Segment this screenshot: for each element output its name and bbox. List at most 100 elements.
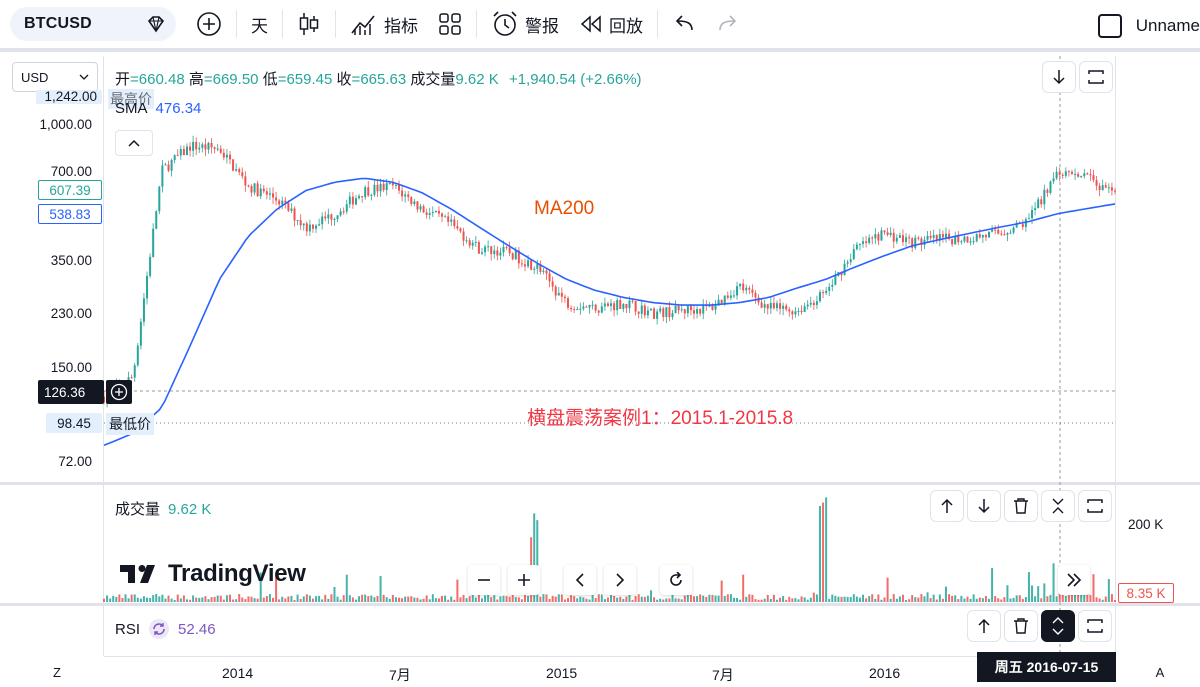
interval-button[interactable]: 天 [241, 6, 278, 42]
candle-body [966, 236, 969, 243]
volume-bar [932, 594, 935, 602]
price-tick: 350.00 [50, 253, 92, 268]
volume-bar [539, 596, 542, 602]
candle-body [262, 188, 265, 192]
move-pane-up-button[interactable] [930, 490, 964, 522]
case-annotation[interactable]: 横盘震荡案例1：2015.1-2015.8 [527, 408, 794, 429]
volume-bar [794, 598, 797, 602]
volume-bar [480, 598, 483, 602]
toolbar-divider [282, 10, 283, 38]
maximize-pane-button[interactable] [1078, 610, 1112, 642]
candle-body [791, 311, 794, 315]
alert-button[interactable]: 警报 [481, 6, 569, 42]
candle-body [579, 308, 582, 310]
scroll-down-button[interactable] [1042, 61, 1076, 93]
layout-name[interactable]: Unname [1135, 16, 1200, 35]
templates-button[interactable] [428, 6, 472, 42]
volume-bar [462, 594, 465, 602]
candle-body [167, 164, 170, 171]
volume-bar [413, 597, 416, 602]
volume-bar [281, 596, 284, 602]
add-symbol-button[interactable] [186, 6, 232, 42]
candle-body [972, 241, 975, 243]
delete-pane-button[interactable] [1004, 490, 1038, 522]
volume-bar [732, 597, 735, 602]
layout-checkbox[interactable] [1097, 14, 1122, 38]
volume-bar [858, 597, 861, 602]
candle-body [960, 241, 963, 243]
volume-bar [385, 597, 388, 602]
chevron-up-icon [128, 139, 140, 147]
redo-button[interactable] [706, 6, 750, 42]
tradingview-logo[interactable]: TradingView [120, 560, 306, 588]
collapse-pane-button[interactable] [1041, 490, 1075, 522]
volume-bar [155, 594, 158, 602]
candle-body [880, 230, 883, 241]
pane-separator[interactable] [0, 482, 1200, 485]
candle-body [926, 235, 929, 240]
compare-icon[interactable] [142, 12, 170, 36]
volume-bar [785, 599, 788, 602]
volume-bar [305, 594, 308, 602]
chart-type-button[interactable] [287, 6, 331, 42]
volume-bar [287, 596, 290, 602]
volume-bar [468, 596, 471, 602]
volume-bar [232, 599, 235, 602]
sma-legend[interactable]: SMA 476.34 [115, 100, 201, 117]
add-alert-button[interactable] [106, 380, 132, 404]
candle-body [1114, 190, 1116, 192]
scroll-left-button[interactable] [564, 565, 596, 595]
candle-body [1043, 189, 1046, 205]
volume-bar [520, 599, 523, 602]
collapse-legend-button[interactable] [115, 130, 153, 156]
move-pane-down-button[interactable] [967, 490, 1001, 522]
candle-body [164, 164, 167, 166]
zoom-out-button[interactable] [468, 565, 500, 595]
maximize-pane-button[interactable] [1079, 61, 1113, 93]
candle-body [1077, 173, 1080, 177]
candle-body [828, 286, 831, 291]
volume-bar [674, 598, 677, 602]
reset-chart-button[interactable] [660, 565, 692, 595]
zoom-in-button[interactable] [508, 565, 540, 595]
symbol-search[interactable]: BTCUSD [10, 7, 176, 41]
volume-bar [130, 594, 133, 602]
volume-bar [109, 598, 112, 602]
delete-pane-button[interactable] [1004, 610, 1038, 642]
scroll-right-button[interactable] [604, 565, 636, 595]
undo-button[interactable] [662, 6, 706, 42]
auto-scale-button[interactable]: A [1155, 664, 1165, 680]
candle-body [173, 155, 176, 161]
volume-bar [210, 597, 213, 602]
candle-body [812, 302, 815, 305]
expand-pane-button[interactable] [1041, 610, 1075, 642]
candle-body [290, 208, 293, 211]
volume-bar [124, 594, 127, 602]
scroll-to-realtime-button[interactable] [1058, 565, 1090, 595]
move-pane-up-button[interactable] [967, 610, 1001, 642]
time-axis[interactable]: 2014 7月 2015 7月 2016 [104, 656, 1116, 687]
candle-body [235, 169, 238, 171]
volume-legend[interactable]: 成交量 9.62 K [115, 498, 211, 519]
time-zone-button[interactable]: Z [53, 664, 61, 680]
volume-bar [782, 596, 785, 602]
rsi-legend[interactable]: RSI 52.46 [115, 618, 216, 640]
volume-bar [351, 597, 354, 602]
volume-bar [760, 599, 763, 602]
candle-body [425, 212, 428, 215]
candle-body [1037, 199, 1040, 209]
volume-bar [444, 595, 447, 602]
indicators-button[interactable]: 指标 [340, 6, 428, 42]
replay-button[interactable]: 回放 [569, 6, 653, 42]
candle-body [625, 303, 628, 309]
maximize-pane-button[interactable] [1078, 490, 1112, 522]
volume-bar [929, 598, 932, 602]
pane-separator[interactable] [0, 603, 1200, 606]
currency-select[interactable]: USD [12, 62, 98, 92]
volume-bar [272, 597, 275, 602]
volume-bar [748, 594, 751, 602]
ma-annotation[interactable]: MA200 [534, 198, 595, 219]
low-price-tag: 98.45 [46, 413, 102, 433]
volume-bar [991, 567, 994, 602]
